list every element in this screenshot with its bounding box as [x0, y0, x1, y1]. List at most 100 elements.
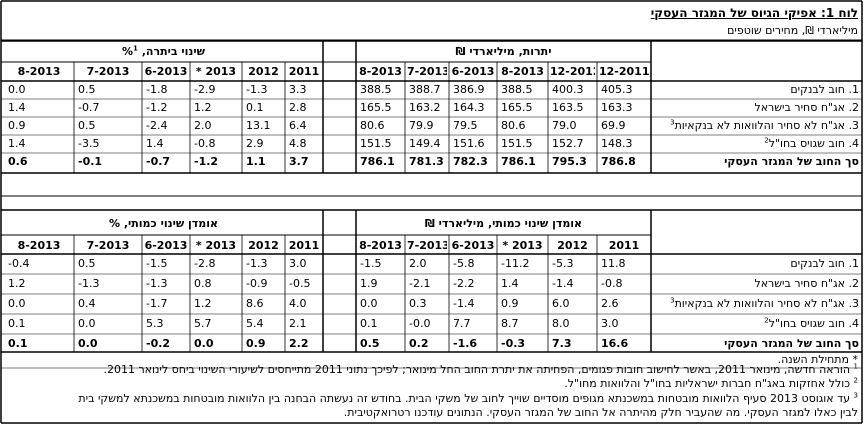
footnote-star-text: * מתחילת השנה. [777, 353, 858, 366]
balances-col-header-left-3: * 2013 [195, 65, 237, 78]
quantitative-cell-left: -0.2 [146, 337, 171, 350]
quantitative-cell-right: -1.5 [360, 257, 382, 270]
balances-cell-left: -0.1 [78, 155, 103, 168]
balances-col-header-left-2: 6-2013 [144, 65, 188, 78]
quantitative-cell-right: -2.1 [409, 277, 431, 290]
footnote-3-line-2: לבין כאלו למגזר העסקי. מה שהעביר חלק מהי… [343, 406, 858, 419]
balances-cell-right: 388.7 [409, 83, 441, 96]
balances-cell-right: 165.5 [501, 101, 533, 114]
quantitative-cell-left: -1.3 [246, 257, 268, 270]
footnote-star: * מתחילת השנה. [30, 353, 858, 367]
balances-cell-left: 0.6 [8, 155, 28, 168]
balances-col-header-left-5: 2011 [288, 65, 320, 78]
quantitative-cell-right: -1.4 [552, 277, 574, 290]
quantitative-cell-left: 0.5 [78, 257, 96, 270]
quantitative-col-header-left-0: 8-2013 [17, 239, 61, 252]
balances-row-label-text: 1. חוב לבנקים [790, 83, 859, 96]
quantitative-cell-right: 8.7 [501, 317, 519, 330]
balances-cell-right: 79.9 [409, 119, 434, 132]
footnote-3-text-a: עד אוגוסט 2013 סעיף הלוואות מובטחות במשכ… [78, 392, 851, 405]
footnote-3-line-1: 3 עד אוגוסט 2013 סעיף הלוואות מובטחות במ… [4, 392, 858, 406]
balances-cell-right: 405.3 [601, 83, 633, 96]
quantitative-cell-right: 2.0 [409, 257, 427, 270]
balances-cell-right: 151.5 [501, 137, 533, 150]
quantitative-cell-right: 7.7 [453, 317, 471, 330]
balances-row-label-text: 4. חוב שגויס בחו"ל [768, 137, 859, 150]
quantitative-cell-left: -0.9 [246, 277, 268, 290]
quantitative-cell-right: -0.0 [409, 317, 431, 330]
balances-cell-right: 795.3 [552, 155, 587, 168]
quantitative-cell-right: -5.3 [552, 257, 574, 270]
balances-row-label-text: סך החוב של המגזר העסקי [724, 155, 859, 168]
balances-cell-right: 80.6 [360, 119, 385, 132]
balances-col-header-right-4: 12-2012 [550, 65, 595, 78]
balances-cell-right: 152.7 [552, 137, 584, 150]
balances-col-header-right-3: 8-2013 [501, 65, 544, 78]
quantitative-col-header-right-2: 6-2013 [451, 239, 495, 252]
balances-cell-left: 1.4 [8, 137, 26, 150]
quantitative-cell-left: 2.2 [289, 337, 309, 350]
balances-cell-right: 781.3 [409, 155, 444, 168]
balances-row-label: 3. אג"ח לא סחיר והלוואות לא בנקאיות3 [654, 118, 859, 134]
balances-col-header-right-0: 8-2013 [359, 65, 402, 78]
balances-row-label: 2. אג"ח סחיר בישראל [654, 100, 859, 116]
quantitative-col-header-left-1: 7-2013 [86, 239, 130, 252]
balances-cell-right: 79.0 [552, 119, 577, 132]
quantitative-cell-right: -5.8 [453, 257, 475, 270]
balances-cell-right: 163.2 [409, 101, 441, 114]
quantitative-row-label-sup: 3 [670, 296, 675, 305]
balances-cell-left: 0.5 [78, 83, 96, 96]
balances-cell-right: 80.6 [501, 119, 526, 132]
balances-cell-right: 786.1 [501, 155, 536, 168]
balances-cell-left: 4.8 [289, 137, 307, 150]
balances-cell-left: 0.9 [8, 119, 26, 132]
quantitative-cell-left: 0.0 [78, 317, 96, 330]
balances-cell-left: 3.3 [289, 83, 307, 96]
balances-row-label-text: 3. אג"ח לא סחיר והלוואות לא בנקאיות [674, 119, 859, 132]
table-title: לוח 1: אפיקי הגיוס של המגזר העסקי [520, 5, 858, 23]
quantitative-cell-right: 0.2 [409, 337, 429, 350]
balances-cell-left: 6.4 [289, 119, 307, 132]
balances-cell-right: 151.6 [453, 137, 485, 150]
footnote-1-marker: 1 [853, 363, 858, 371]
quantitative-row-label: סך החוב של המגזר העסקי [654, 336, 859, 352]
balances-cell-left: 1.1 [246, 155, 266, 168]
balances-col-header-right-5: 12-2011 [599, 65, 649, 78]
quantitative-cell-right: -1.4 [453, 297, 475, 310]
balances-row-label: 1. חוב לבנקים [654, 82, 859, 98]
quantitative-row-label-text: 2. אג"ח סחיר בישראל [754, 277, 859, 290]
quantitative-group-right: אומדן שינוי כמותי, מיליארדי ₪ [424, 217, 583, 230]
quantitative-row-label-text: סך החוב של המגזר העסקי [724, 337, 859, 350]
quantitative-col-header-left-4: 2012 [248, 239, 279, 252]
quantitative-cell-right: 1.9 [360, 277, 378, 290]
quantitative-cell-right: 2.6 [601, 297, 619, 310]
balances-cell-left: -1.3 [246, 83, 268, 96]
quantitative-cell-right: 3.0 [601, 317, 619, 330]
quantitative-cell-left: 1.2 [8, 277, 26, 290]
quantitative-cell-left: -0.5 [289, 277, 311, 290]
quantitative-row-label: 2. אג"ח סחיר בישראל [654, 276, 859, 292]
quantitative-col-header-left-2: 6-2013 [144, 239, 188, 252]
quantitative-cell-left: -1.3 [146, 277, 168, 290]
quantitative-cell-right: 0.1 [360, 317, 378, 330]
balances-col-header-left-4: 2012 [248, 65, 279, 78]
quantitative-group-left-text: אומדן שינוי כמותי, % [109, 217, 218, 230]
quantitative-col-header-right-1: 7-2013 [407, 239, 447, 252]
quantitative-cell-right: -11.2 [501, 257, 530, 270]
balances-cell-right: 148.3 [601, 137, 633, 150]
balances-col-header-right-2: 6-2013 [451, 65, 495, 78]
footnote-2-marker: 2 [853, 377, 858, 385]
quantitative-cell-left: 0.8 [194, 277, 212, 290]
balances-row-label-text: 2. אג"ח סחיר בישראל [754, 101, 859, 114]
balances-col-header-left-0: 8-2013 [17, 65, 61, 78]
footnote-2-text: כולל אחזקות באג"ח חברות ישראליות בחו"ל ו… [564, 377, 851, 390]
quantitative-cell-right: -2.2 [453, 277, 475, 290]
footnote-1: 1 הוראה חדשה, מינואר 2011, באשר לחישוב ח… [30, 363, 858, 377]
balances-cell-right: 388.5 [360, 83, 392, 96]
balances-cell-left: 13.1 [246, 119, 271, 132]
balances-cell-left: 0.1 [246, 101, 264, 114]
quantitative-cell-right: -1.6 [453, 337, 478, 350]
footnote-2: 2 כולל אחזקות באג"ח חברות ישראליות בחו"ל… [30, 377, 858, 391]
balances-cell-left: -2.9 [194, 83, 216, 96]
